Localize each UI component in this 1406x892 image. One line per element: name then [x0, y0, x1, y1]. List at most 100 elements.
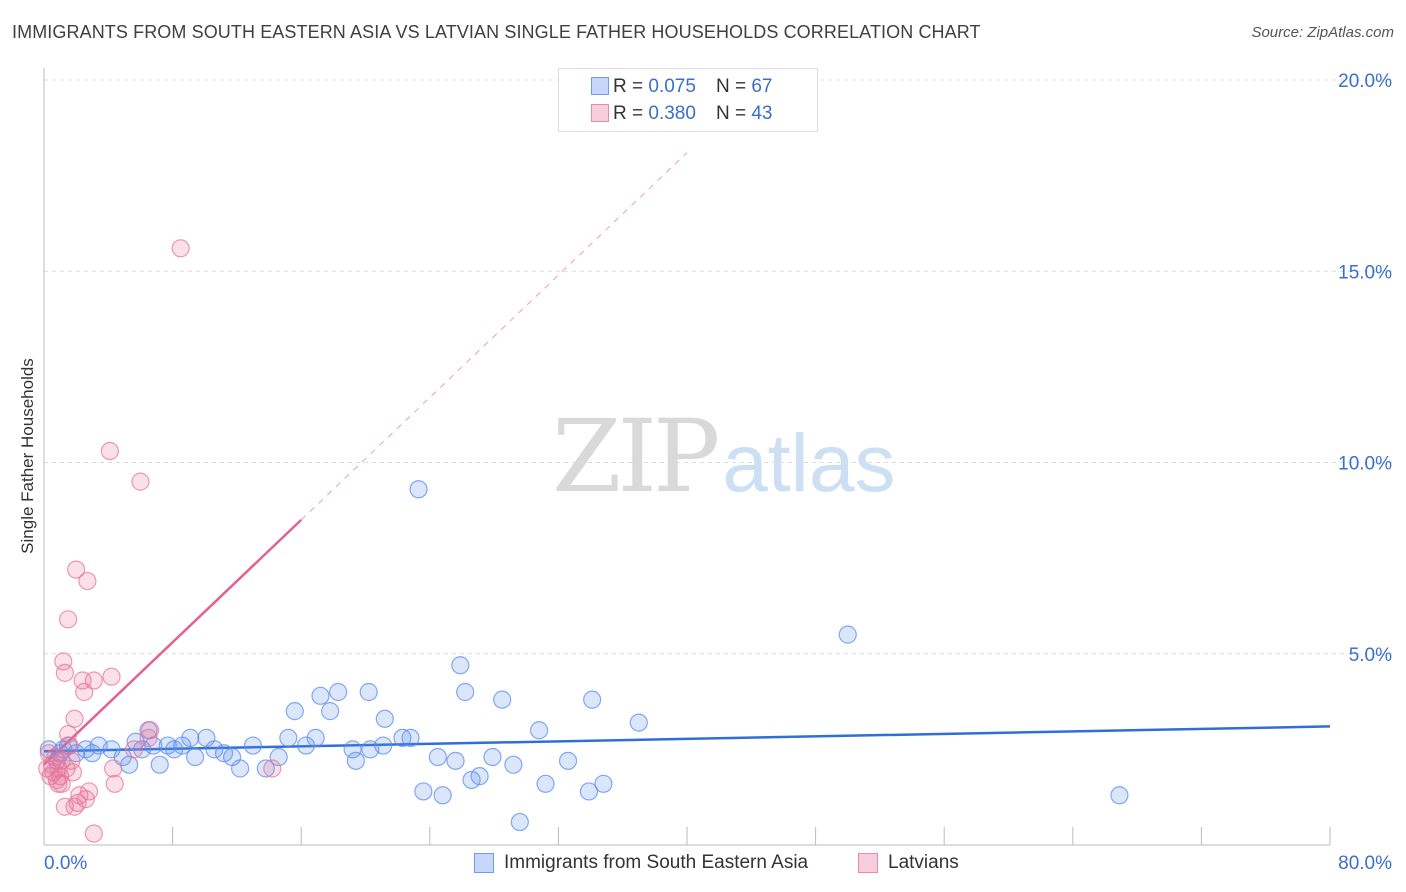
- r-label: R =: [613, 76, 644, 97]
- source-note: Source: ZipAtlas.com: [1251, 24, 1394, 41]
- data-point: [579, 782, 599, 801]
- data-point: [269, 747, 288, 767]
- data-point: [409, 480, 428, 499]
- y-tick-label: 10.0%: [1338, 454, 1392, 475]
- data-point: [49, 774, 68, 793]
- data-point: [243, 736, 263, 755]
- trendline: [43, 725, 1331, 753]
- data-point: [140, 721, 160, 740]
- data-point: [594, 774, 613, 793]
- chart-title: IMMIGRANTS FROM SOUTH EASTERN ASIA VS LA…: [12, 22, 981, 42]
- data-point: [451, 656, 470, 675]
- x-tick-label: 80.0%: [1338, 853, 1392, 874]
- data-point: [401, 728, 420, 748]
- data-point: [346, 751, 365, 770]
- data-point: [456, 682, 475, 702]
- trendline: [300, 152, 688, 521]
- data-point: [329, 682, 348, 702]
- data-point: [296, 736, 316, 755]
- data-point: [55, 663, 74, 682]
- data-point: [105, 774, 124, 793]
- data-point: [306, 728, 325, 748]
- data-point: [493, 690, 512, 709]
- data-point: [279, 728, 298, 748]
- data-point: [446, 751, 465, 770]
- n-label: N =: [715, 103, 747, 124]
- legend-swatch-asia: [474, 853, 494, 873]
- data-point: [504, 755, 523, 774]
- trendlines: [43, 152, 1331, 766]
- n-value: 43: [751, 103, 773, 124]
- data-point: [79, 782, 99, 801]
- legend-label-latvians: Latvians: [888, 852, 959, 873]
- data-point: [321, 702, 340, 721]
- data-point: [59, 610, 78, 629]
- axes: [43, 68, 1331, 846]
- data-point: [150, 755, 169, 774]
- data-point: [428, 747, 447, 767]
- data-point: [83, 744, 102, 763]
- data-point: [583, 690, 602, 709]
- stats-swatch-asia: [591, 77, 609, 95]
- data-point: [470, 767, 489, 786]
- gridlines: [44, 79, 1392, 655]
- data-point: [84, 824, 103, 843]
- data-point: [374, 736, 393, 755]
- y-tick-label: 20.0%: [1338, 71, 1392, 92]
- y-tick-label: 15.0%: [1338, 262, 1392, 283]
- n-label: N =: [715, 76, 747, 97]
- data-point: [375, 709, 394, 728]
- data-point: [483, 747, 502, 767]
- data-point: [343, 740, 362, 759]
- stats-swatch-latvians: [591, 104, 609, 122]
- data-point: [60, 736, 79, 755]
- data-point: [65, 709, 84, 728]
- data-point: [263, 759, 282, 778]
- data-point: [78, 571, 97, 591]
- data-point: [205, 740, 224, 759]
- data-point: [558, 751, 578, 770]
- data-point: [104, 759, 123, 778]
- tick-labels: 5.0% 10.0% 15.0% 20.0% 0.0% 80.0%: [44, 71, 1392, 874]
- data-point: [102, 667, 121, 686]
- data-point: [311, 686, 330, 705]
- data-point: [510, 812, 529, 832]
- data-point: [139, 728, 158, 748]
- data-point: [171, 239, 190, 258]
- data-point: [629, 713, 648, 732]
- x-tick-label: 0.0%: [44, 853, 87, 874]
- data-point: [359, 682, 378, 702]
- y-tick-label: 5.0%: [1349, 645, 1392, 666]
- stats-box: R = 0.075 N = 67 R = 0.380 N = 43: [558, 68, 818, 132]
- data-point: [536, 774, 555, 793]
- legend-swatch-latvians: [858, 853, 878, 873]
- data-point: [838, 625, 857, 644]
- legend-item-asia[interactable]: Immigrants from South Eastern Asia: [474, 852, 808, 874]
- legend-label-asia: Immigrants from South Eastern Asia: [504, 852, 809, 873]
- data-point: [39, 744, 58, 763]
- n-value: 67: [751, 76, 773, 97]
- data-point: [59, 724, 78, 744]
- r-value: 0.075: [648, 76, 696, 97]
- series-asia: [39, 480, 1129, 832]
- data-point: [84, 671, 103, 690]
- data-point: [131, 472, 150, 491]
- data-point: [186, 747, 205, 767]
- data-point: [414, 782, 433, 801]
- data-point: [120, 755, 139, 774]
- data-point: [256, 759, 275, 778]
- legend-item-latvians[interactable]: Latvians: [858, 852, 959, 874]
- data-points: [38, 239, 1129, 843]
- data-point: [62, 751, 81, 770]
- legend: Immigrants from South Eastern Asia Latvi…: [0, 852, 1406, 876]
- data-point: [100, 441, 120, 461]
- r-label: R =: [613, 103, 644, 124]
- data-point: [433, 786, 452, 805]
- data-point: [54, 652, 73, 671]
- trendline: [43, 518, 303, 766]
- data-point: [124, 740, 144, 759]
- stats-row-latvians: R = 0.380 N = 43: [591, 102, 773, 126]
- series-latvians: [38, 239, 282, 843]
- data-point: [285, 702, 304, 721]
